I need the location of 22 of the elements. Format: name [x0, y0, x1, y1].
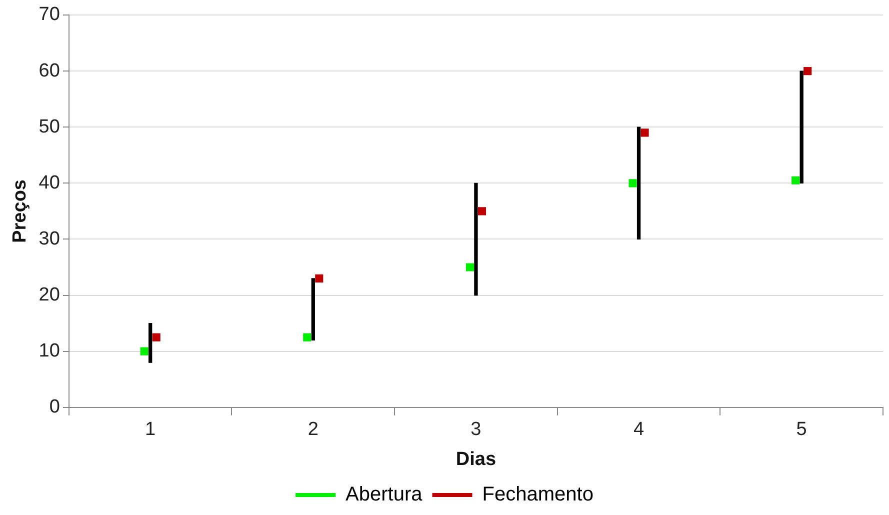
y-tick-label: 30: [38, 228, 60, 250]
x-axis-title: Dias: [456, 448, 496, 470]
legend-label: Fechamento: [482, 484, 594, 506]
y-tick-label: 70: [38, 4, 60, 26]
y-tick-label: 0: [49, 396, 60, 418]
bar: [148, 322, 152, 363]
x-tick-label: 1: [145, 419, 156, 440]
x-tick-label: 2: [308, 419, 318, 440]
x-tick-label: 3: [470, 419, 482, 440]
bar: [311, 278, 315, 340]
y-tick-label: 60: [38, 60, 60, 82]
y-tick-label: 20: [38, 284, 60, 306]
bar: [636, 126, 641, 240]
x-tick-label: 4: [633, 419, 644, 440]
y-axis-title: Preços: [10, 180, 31, 243]
bar: [474, 182, 478, 296]
y-tick-label: 40: [38, 172, 60, 194]
legend-label: Abertura: [346, 484, 424, 506]
bar: [800, 70, 804, 184]
y-tick-label: 10: [38, 340, 60, 362]
y-tick-label: 50: [38, 116, 60, 138]
x-tick-label: 5: [796, 419, 807, 440]
